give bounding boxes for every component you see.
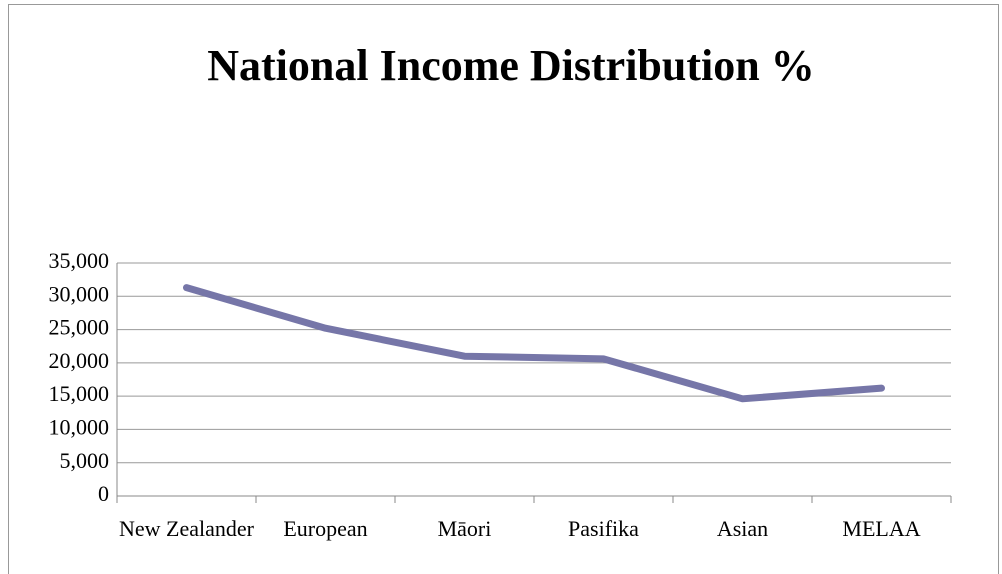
x-tick-label: New Zealander bbox=[119, 516, 255, 541]
y-tick-label: 0 bbox=[98, 481, 109, 506]
chart-border bbox=[8, 4, 999, 574]
line-series bbox=[183, 284, 885, 403]
y-tick-label: 20,000 bbox=[49, 348, 110, 373]
x-tick-label: European bbox=[283, 516, 367, 541]
y-tick-label: 5,000 bbox=[60, 448, 110, 473]
y-tick-label: 25,000 bbox=[49, 315, 110, 340]
y-tick-label: 10,000 bbox=[49, 414, 110, 439]
chart-title: National Income Distribution % bbox=[207, 41, 814, 90]
x-tick-label: Asian bbox=[717, 516, 768, 541]
x-tick-label: Pasifika bbox=[568, 516, 639, 541]
x-tick-label: MELAA bbox=[842, 516, 920, 541]
y-tick-label: 30,000 bbox=[49, 281, 110, 306]
x-tick-label: Māori bbox=[438, 516, 492, 541]
y-tick-label: 35,000 bbox=[49, 248, 110, 273]
y-tick-label: 15,000 bbox=[49, 381, 110, 406]
